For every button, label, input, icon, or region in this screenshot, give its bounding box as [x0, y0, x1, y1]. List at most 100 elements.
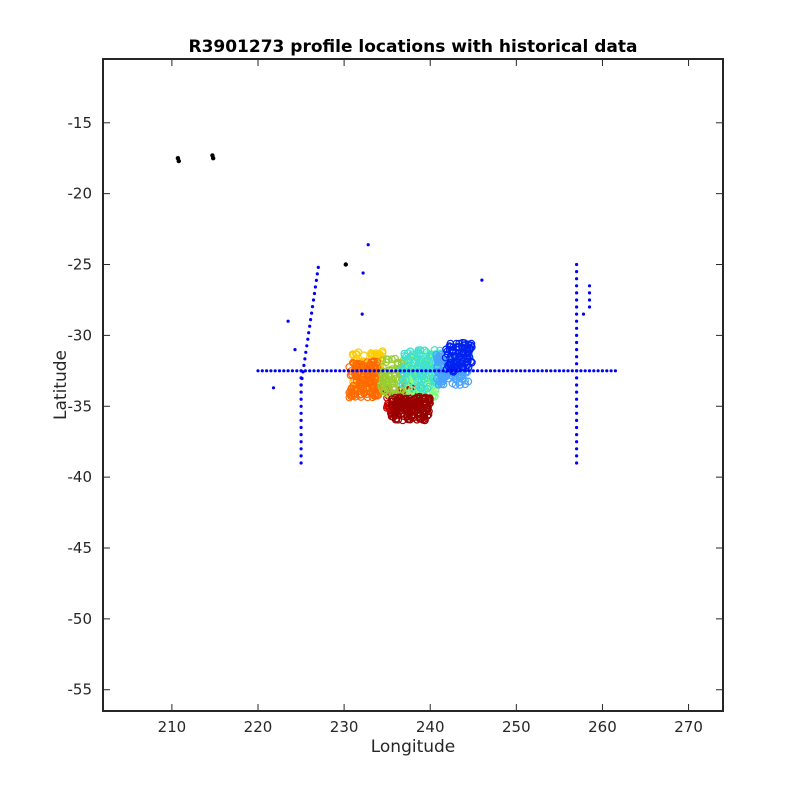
historical-point — [536, 369, 540, 373]
x-axis-label: Longitude — [371, 737, 456, 757]
profile-point — [393, 395, 401, 404]
profile-point — [393, 411, 402, 419]
historical-point — [420, 369, 424, 373]
historical-point — [540, 369, 544, 373]
historical-point — [359, 369, 363, 373]
historical-point — [299, 447, 303, 451]
profile-point — [463, 348, 472, 356]
profile-point — [404, 361, 413, 370]
profile-point — [456, 359, 465, 367]
y-tick-label: -40 — [68, 468, 93, 486]
x-tick-label: 260 — [588, 718, 617, 736]
historical-point — [471, 369, 475, 373]
historical-point — [587, 298, 592, 302]
profile-point — [372, 349, 380, 358]
historical-point — [299, 390, 303, 394]
historical-point — [592, 369, 596, 373]
historical-point — [450, 369, 454, 373]
historical-point — [299, 411, 303, 415]
historical-point — [549, 369, 553, 373]
historical-point — [361, 271, 365, 275]
historical-point — [321, 369, 325, 373]
x-tick-label: 240 — [416, 718, 445, 736]
historical-point — [316, 265, 320, 269]
historical-point — [575, 355, 579, 359]
historical-point — [269, 369, 273, 373]
historical-point — [299, 404, 303, 408]
historical-point — [506, 369, 510, 373]
historical-point — [463, 369, 467, 373]
historical-point — [575, 362, 579, 366]
historical-point — [293, 348, 297, 352]
historical-point — [329, 369, 333, 373]
profile-point — [446, 343, 455, 351]
profile-point — [420, 361, 429, 370]
historical-point — [575, 270, 579, 274]
historical-point — [514, 369, 518, 373]
historical-point — [299, 461, 303, 465]
y-tick-label: -15 — [68, 114, 93, 132]
historical-point — [458, 369, 462, 373]
historical-point — [575, 298, 579, 302]
historical-point — [351, 369, 355, 373]
historical-point — [307, 331, 311, 335]
profile-point — [423, 411, 432, 420]
historical-point — [306, 337, 310, 341]
y-tick-label: -55 — [68, 681, 93, 699]
historical-point — [286, 369, 290, 373]
x-tick-label: 250 — [502, 718, 531, 736]
profile-point — [420, 346, 429, 355]
historical-point — [372, 369, 376, 373]
profile-point — [388, 355, 396, 364]
historical-point — [286, 319, 290, 323]
historical-point — [484, 369, 488, 373]
profile-point — [360, 361, 368, 370]
profile-point — [402, 394, 411, 403]
profile-point — [435, 358, 444, 367]
x-tick-label: 220 — [244, 718, 273, 736]
historical-point — [312, 291, 317, 296]
historical-point — [300, 376, 304, 381]
profile-point — [384, 384, 393, 393]
historical-point — [407, 369, 411, 373]
profile-point — [420, 404, 428, 412]
historical-point — [295, 369, 299, 373]
historical-point — [299, 433, 303, 437]
historical-point — [575, 291, 579, 295]
historical-point — [355, 369, 359, 373]
profile-point — [398, 416, 407, 425]
historical-point — [497, 369, 501, 373]
profile-point — [462, 361, 471, 370]
historical-point — [575, 312, 579, 316]
historical-point — [587, 284, 592, 288]
historical-point — [381, 369, 385, 373]
profile-point — [413, 349, 421, 358]
profile-point — [430, 346, 439, 354]
historical-point — [613, 369, 618, 373]
historical-point — [312, 369, 316, 373]
profile-point — [408, 383, 417, 392]
profile-point — [346, 387, 355, 396]
profile-point — [382, 375, 390, 384]
profile-point — [400, 403, 409, 412]
profile-point — [393, 359, 402, 368]
historical-point — [523, 369, 527, 373]
historical-point — [581, 312, 586, 316]
historical-point — [488, 369, 493, 373]
profile-point — [451, 375, 460, 384]
historical-point — [277, 369, 282, 373]
profile-point — [411, 370, 419, 379]
profile-point — [459, 349, 467, 357]
profile-point — [377, 382, 386, 391]
profile-point — [445, 346, 454, 355]
chart-title: R3901273 profile locations with historic… — [188, 37, 637, 57]
historical-point — [308, 324, 312, 328]
historical-point — [544, 369, 549, 373]
historical-point — [411, 369, 415, 373]
profile-point — [407, 413, 416, 422]
historical-point — [313, 285, 317, 289]
historical-point — [575, 447, 579, 451]
historical-point — [519, 369, 523, 373]
historical-point — [480, 369, 484, 373]
profile-point — [389, 383, 397, 392]
